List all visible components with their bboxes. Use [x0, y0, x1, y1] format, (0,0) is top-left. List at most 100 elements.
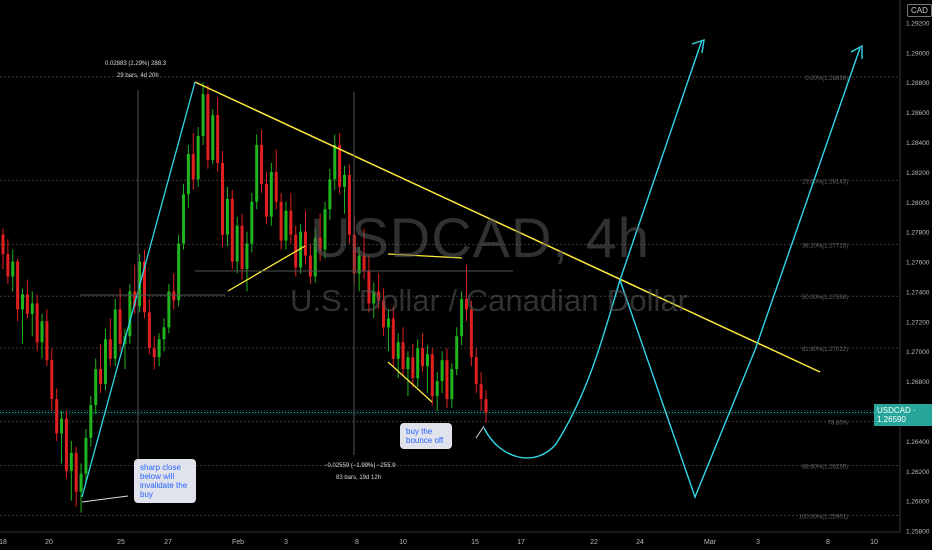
candle-body	[21, 294, 25, 310]
fib-label: 0.00%(1.28836)	[805, 76, 848, 82]
y-tick-label: 1.26400	[906, 439, 930, 446]
candle-body	[211, 115, 215, 160]
candle-body	[460, 298, 464, 337]
y-tick-label: 1.29200	[906, 20, 930, 27]
candle-body	[450, 369, 454, 400]
measure-up-line2: 29 bars, 4d 20h	[117, 73, 159, 79]
candle-body	[11, 261, 15, 277]
candle-body	[245, 243, 249, 270]
x-tick-label: 15	[471, 539, 479, 546]
candle-body	[99, 369, 103, 385]
measure-down-line2: 83 bars, 19d 12h	[336, 475, 382, 481]
candle-body	[89, 405, 93, 438]
candle-body	[255, 144, 259, 202]
candle-body	[6, 254, 10, 277]
fib-label: 23.60%(1.28143)	[802, 179, 848, 185]
candle-body	[401, 342, 405, 370]
candle-body	[386, 318, 390, 328]
support-line-1	[227, 245, 306, 292]
support-line-2	[387, 361, 433, 403]
candle-body	[50, 360, 54, 400]
downtrend-line	[194, 81, 821, 373]
candle-body	[391, 318, 395, 359]
candle-body	[279, 201, 283, 241]
y-tick-label: 1.27800	[906, 230, 930, 237]
y-tick-label: 1.27400	[906, 289, 930, 296]
candle-body	[269, 171, 273, 217]
price-tag: USDCAD · 1.26590	[874, 404, 932, 426]
x-tick-label: 17	[517, 539, 525, 546]
candle-body	[79, 473, 83, 492]
candle-body	[230, 198, 234, 262]
candle-body	[225, 198, 229, 235]
watermark-symbol: USDCAD, 4h	[310, 206, 650, 269]
x-tick-label: 27	[164, 539, 172, 546]
candle-body	[103, 339, 107, 385]
candle-body	[382, 300, 386, 328]
candle-body	[128, 291, 132, 337]
candle-body	[118, 309, 122, 344]
candle-body	[333, 144, 337, 180]
candle-body	[377, 291, 381, 301]
candle-body	[186, 153, 190, 195]
candle-body	[264, 183, 268, 217]
y-tick-label: 1.26000	[906, 499, 930, 506]
candle-body	[235, 225, 239, 262]
x-tick-label: 10	[870, 539, 878, 546]
y-tick-label: 1.25800	[906, 529, 930, 536]
fib-label: 100.00%(1.25901)	[799, 514, 848, 520]
currency-badge[interactable]: CAD	[907, 4, 932, 17]
arrow-head	[850, 44, 863, 59]
candle-body	[421, 348, 425, 367]
candle-body	[411, 357, 415, 379]
candle-body	[196, 136, 200, 180]
candle-body	[323, 209, 327, 250]
candle-body	[30, 303, 34, 314]
candle-body	[108, 339, 112, 359]
candle-body	[425, 354, 429, 367]
candle-body	[84, 437, 88, 474]
y-tick-label: 1.26800	[906, 379, 930, 386]
candle-body	[177, 243, 181, 301]
candle-body	[64, 418, 68, 471]
x-tick-label: 3	[284, 539, 288, 546]
candle-body	[250, 201, 254, 244]
candle-body	[455, 336, 459, 370]
candle-body	[1, 234, 5, 255]
note-bounce[interactable]: buy the bounce off	[400, 423, 452, 449]
note-invalidate[interactable]: sharp close below will invalidate the bu…	[134, 459, 196, 503]
candle-body	[94, 369, 98, 406]
candle-body	[303, 231, 307, 256]
x-tick-label: 24	[636, 539, 644, 546]
candle-body	[45, 321, 49, 361]
x-tick-label: 20	[45, 539, 53, 546]
candle-body	[464, 298, 468, 310]
current-price-band	[0, 409, 900, 416]
candle-body	[152, 348, 156, 358]
candle-body	[328, 179, 332, 210]
y-tick-label: 1.28600	[906, 110, 930, 117]
candle-body	[74, 452, 78, 492]
candle-body	[113, 309, 117, 359]
projected-path-upper	[619, 39, 703, 281]
candle-body	[469, 309, 473, 358]
candle-body	[308, 255, 312, 277]
candle-body	[357, 255, 361, 274]
y-tick-label: 1.28200	[906, 170, 930, 177]
fib-label: 38.20%(1.27715)	[802, 243, 848, 249]
candle-body	[474, 357, 478, 385]
watermark-name: U.S. Dollar / Canadian Dollar	[290, 283, 689, 318]
candle-body	[445, 360, 449, 400]
fib-label: 61.80%(1.27022)	[802, 347, 848, 353]
x-tick-label: Mar	[704, 539, 717, 546]
candle-body	[435, 381, 439, 397]
candle-body	[40, 321, 44, 343]
fib-label: 50.00%(1.27368)	[802, 295, 848, 301]
candle-body	[430, 354, 434, 397]
candle-body	[313, 237, 317, 277]
candle-body	[35, 303, 39, 343]
candle-body	[206, 94, 210, 160]
candle-body	[182, 194, 186, 244]
candle-body	[416, 348, 420, 379]
